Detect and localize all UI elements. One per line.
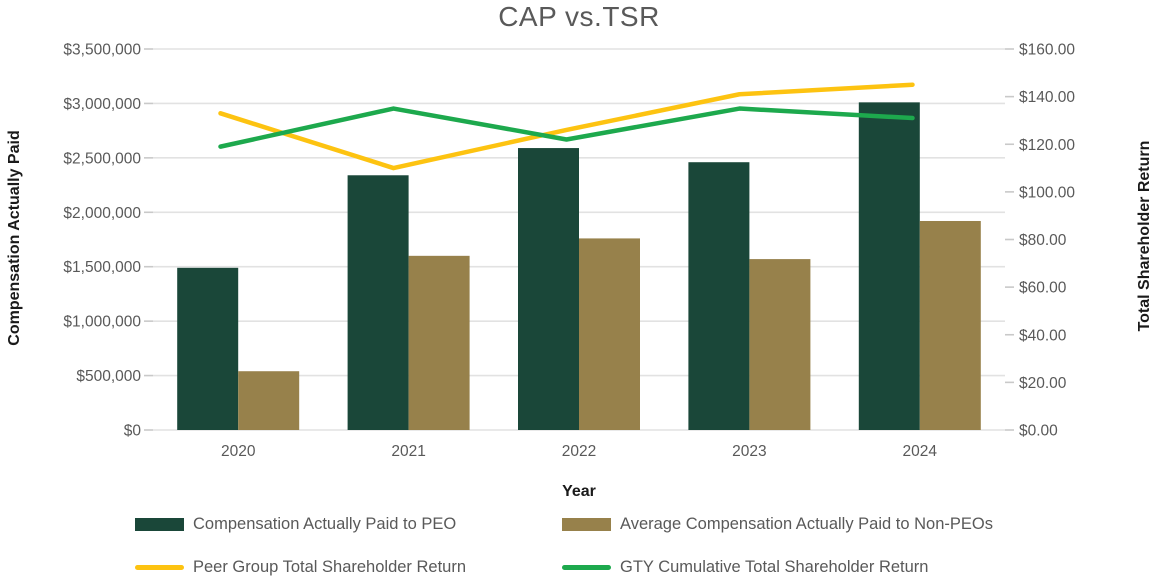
legend-label-peer-group: Peer Group Total Shareholder Return <box>193 558 467 576</box>
right-tick-label: $160.00 <box>1019 42 1075 59</box>
legend-line-swatch-peer-group <box>135 565 184 570</box>
x-category-label: 2021 <box>391 443 425 460</box>
right-tick-label: $40.00 <box>1019 327 1067 344</box>
bar-peo-2021 <box>347 175 409 430</box>
bar-peo-2020 <box>177 267 239 430</box>
left-tick-label: $1,500,000 <box>63 259 141 276</box>
legend-item-peer-group-tsr: Peer Group Total Shareholder Return <box>135 558 466 577</box>
right-tick-label: $20.00 <box>1019 375 1067 392</box>
bar-non-peo-2020 <box>238 371 300 430</box>
legend-item-gty-tsr: GTY Cumulative Total Shareholder Return <box>562 558 928 577</box>
bar-peo-2023 <box>688 162 750 430</box>
left-tick-label: $2,000,000 <box>63 205 141 222</box>
x-category-label: 2022 <box>562 443 596 460</box>
legend-label-gty: GTY Cumulative Total Shareholder Return <box>620 558 929 576</box>
left-tick-label: $1,000,000 <box>63 314 141 331</box>
left-tick-label: $3,000,000 <box>63 96 141 113</box>
bar-peo-2022 <box>518 148 579 430</box>
x-category-label: 2020 <box>221 443 256 460</box>
right-tick-label: $80.00 <box>1019 232 1067 249</box>
bar-non-peo-2021 <box>408 255 470 430</box>
bar-non-peo-2022 <box>579 238 640 430</box>
left-tick-label: $2,500,000 <box>63 150 141 167</box>
legend-item-peo-compensation: Compensation Actually Paid to PEO <box>135 515 456 534</box>
left-tick-label: $0 <box>124 423 142 440</box>
right-tick-label: $140.00 <box>1019 89 1075 106</box>
x-axis-title: Year <box>562 483 596 500</box>
legend-label-peo: Compensation Actually Paid to PEO <box>193 515 457 533</box>
chart-title: CAP vs.TSR <box>498 1 660 32</box>
legend-bar-swatch-non-peo <box>562 518 611 531</box>
legend-label-non-peo: Average Compensation Actually Paid to No… <box>620 515 993 533</box>
right-tick-label: $120.00 <box>1019 137 1075 154</box>
left-tick-label: $3,500,000 <box>63 42 141 59</box>
x-category-label: 2024 <box>903 443 938 460</box>
left-tick-label: $500,000 <box>76 368 141 385</box>
line-peer-group-tsr <box>218 82 915 171</box>
legend-line-swatch-gty <box>562 565 611 570</box>
bar-non-peo-2023 <box>749 259 811 430</box>
right-tick-label: $0.00 <box>1019 423 1058 440</box>
bar-non-peo-2024 <box>919 220 981 430</box>
line-gty-cumulative-tsr <box>218 106 915 149</box>
legend-item-non-peo-compensation: Average Compensation Actually Paid to No… <box>562 515 993 534</box>
right-tick-label: $100.00 <box>1019 184 1075 201</box>
legend-bar-swatch-peo <box>135 518 184 531</box>
x-category-label: 2023 <box>732 443 766 460</box>
right-tick-label: $60.00 <box>1019 280 1067 297</box>
bar-peo-2024 <box>858 102 920 430</box>
